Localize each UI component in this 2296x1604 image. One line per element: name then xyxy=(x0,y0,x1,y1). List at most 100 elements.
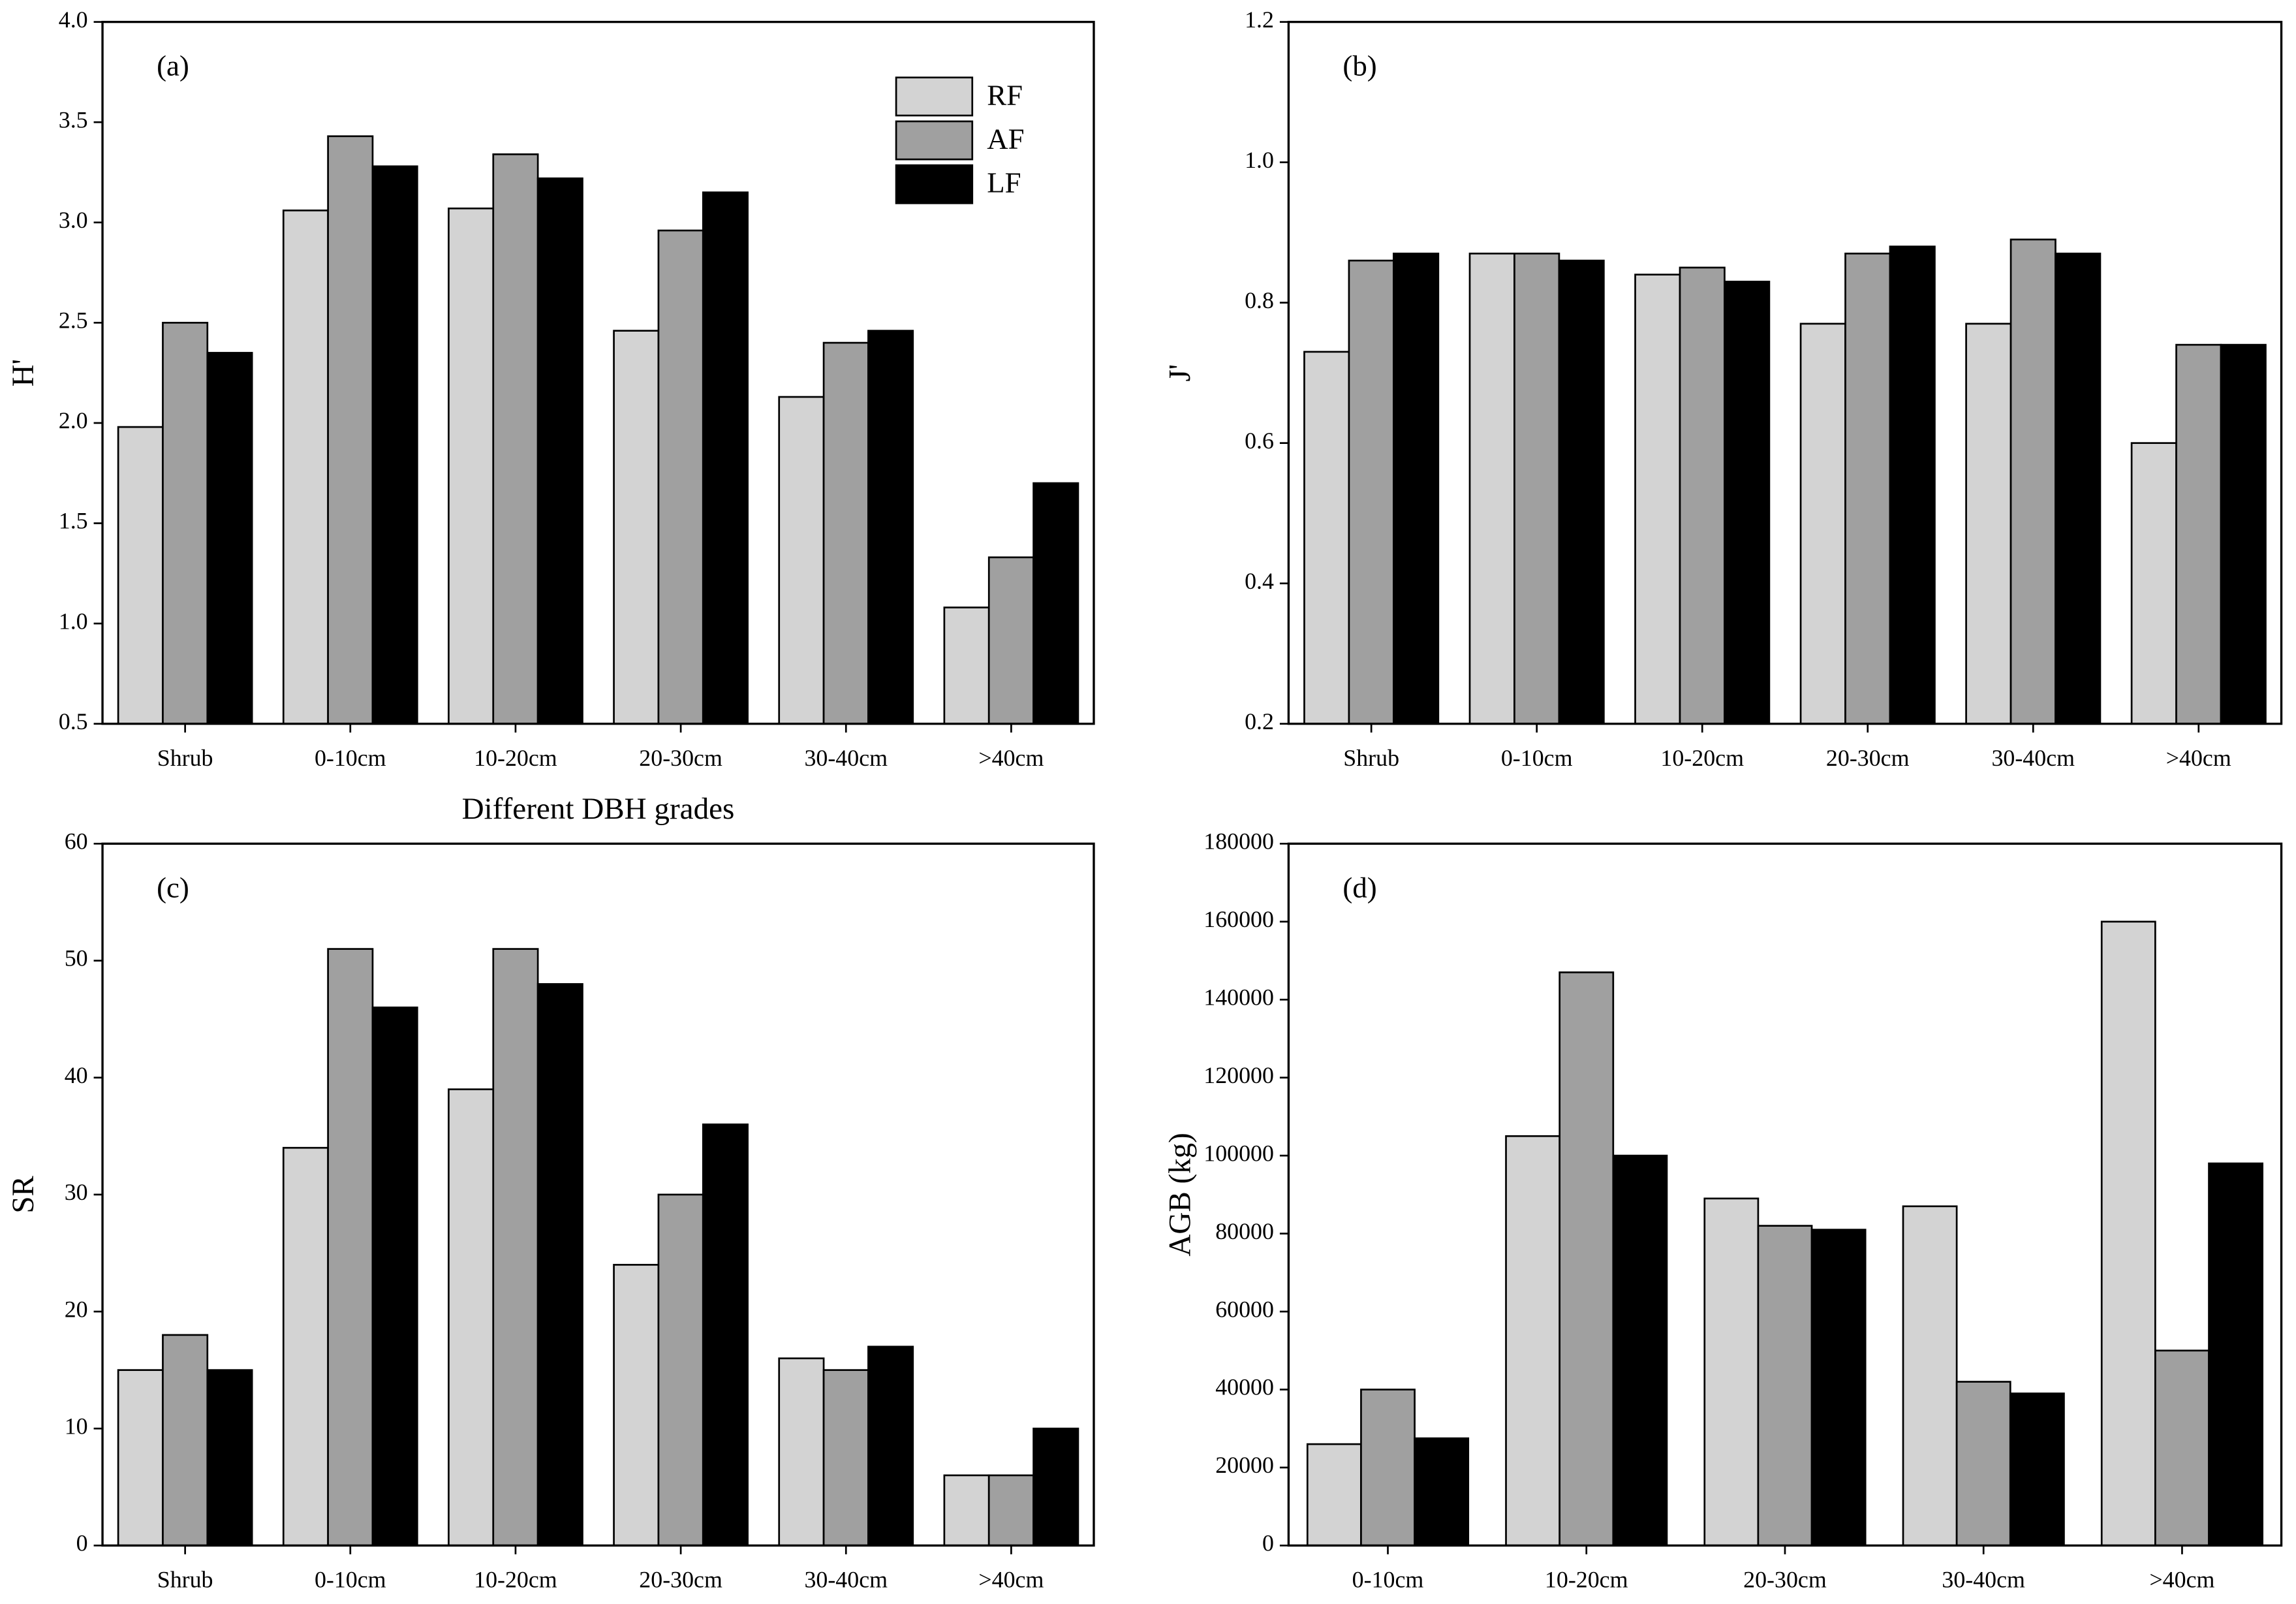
y-tick-label: 1.0 xyxy=(59,608,88,634)
x-tick-label: 30-40cm xyxy=(1991,745,2075,771)
y-tick-label: 40 xyxy=(65,1062,88,1088)
bar xyxy=(987,556,1034,725)
bar xyxy=(2154,1349,2210,1547)
bar xyxy=(1844,253,1891,725)
bar xyxy=(822,341,869,725)
x-tick-label: 10-20cm xyxy=(474,1567,557,1593)
legend-swatch xyxy=(895,76,974,117)
y-axis-label: SR xyxy=(7,1176,40,1214)
x-tick-label: >40cm xyxy=(978,1567,1044,1593)
bar xyxy=(943,606,990,725)
x-tick-label: 0-10cm xyxy=(1501,745,1573,771)
bar xyxy=(1306,1443,1362,1547)
bar xyxy=(822,1369,869,1547)
bar xyxy=(613,330,660,725)
bar xyxy=(2130,442,2177,725)
legend-swatch xyxy=(895,164,974,204)
bar xyxy=(778,396,825,725)
bar xyxy=(117,1369,164,1547)
bar xyxy=(1032,1427,1079,1547)
panel-title: (b) xyxy=(1342,50,1376,82)
bar xyxy=(2175,343,2222,725)
x-tick-label: Shrub xyxy=(157,745,213,771)
bar xyxy=(2009,1392,2065,1547)
plot-frame xyxy=(101,20,1095,725)
bar xyxy=(1348,259,1395,725)
x-tick-label: 0-10cm xyxy=(315,745,386,771)
bar xyxy=(2220,343,2267,725)
x-tick-label: Shrub xyxy=(157,1567,213,1593)
y-tick-label: 60000 xyxy=(1215,1296,1274,1322)
legend-swatch xyxy=(895,120,974,161)
bar xyxy=(1032,482,1079,725)
bar xyxy=(778,1357,825,1547)
bar xyxy=(282,1146,329,1547)
panel-title: (d) xyxy=(1342,871,1376,904)
bar xyxy=(987,1474,1034,1547)
bar xyxy=(657,1193,704,1547)
bar xyxy=(702,1124,749,1547)
bar xyxy=(943,1474,990,1547)
plot-frame xyxy=(101,842,1095,1547)
bar xyxy=(1634,274,1681,725)
bar xyxy=(371,165,418,725)
y-tick-label: 10 xyxy=(65,1413,88,1439)
bar xyxy=(1505,1135,1561,1547)
y-tick-label: 4.0 xyxy=(59,7,88,33)
bar xyxy=(1393,253,1440,725)
x-axis-label: Different DBH grades xyxy=(462,792,735,826)
y-tick-label: 120000 xyxy=(1203,1062,1274,1088)
x-tick-label: 20-30cm xyxy=(1826,745,1910,771)
y-tick-label: 60 xyxy=(65,828,88,855)
y-tick-label: 80000 xyxy=(1215,1218,1274,1244)
y-tick-label: 2.0 xyxy=(59,407,88,433)
bar xyxy=(2208,1162,2264,1547)
x-tick-label: 0-10cm xyxy=(315,1567,386,1593)
x-tick-label: 20-30cm xyxy=(639,745,722,771)
y-tick-label: 0.6 xyxy=(1245,428,1274,454)
x-tick-label: 30-40cm xyxy=(1942,1567,2025,1593)
x-tick-label: >40cm xyxy=(2149,1567,2214,1593)
bar xyxy=(1679,266,1726,725)
x-tick-label: 30-40cm xyxy=(804,745,888,771)
bar xyxy=(867,330,914,725)
y-tick-label: 0 xyxy=(1262,1530,1274,1556)
bar xyxy=(1703,1197,1760,1547)
y-tick-label: 20 xyxy=(65,1296,88,1322)
bar xyxy=(1955,1381,2011,1547)
bar xyxy=(1724,281,1771,725)
y-tick-label: 180000 xyxy=(1203,828,1274,855)
bar xyxy=(327,948,374,1547)
bar xyxy=(1965,322,2012,725)
x-tick-label: 20-30cm xyxy=(1743,1567,1827,1593)
bar xyxy=(1799,322,1846,725)
bar xyxy=(536,983,583,1547)
y-tick-label: 1.5 xyxy=(59,508,88,534)
bar xyxy=(613,1264,660,1547)
bar xyxy=(1414,1437,1470,1547)
x-tick-label: 10-20cm xyxy=(1660,745,1744,771)
x-tick-label: >40cm xyxy=(978,745,1044,771)
y-tick-label: 40000 xyxy=(1215,1374,1274,1400)
y-tick-label: 100000 xyxy=(1203,1140,1274,1166)
y-tick-label: 2.5 xyxy=(59,307,88,334)
y-tick-label: 0.5 xyxy=(59,708,88,734)
x-tick-label: >40cm xyxy=(2166,745,2231,771)
bar xyxy=(1559,971,1615,1547)
bar xyxy=(206,352,253,725)
bar xyxy=(1468,253,1515,725)
bar xyxy=(2009,238,2056,725)
bar xyxy=(1558,259,1605,725)
bar xyxy=(2100,920,2156,1547)
x-tick-label: 10-20cm xyxy=(474,745,557,771)
bar xyxy=(448,207,495,725)
y-tick-label: 30 xyxy=(65,1179,88,1205)
bar xyxy=(448,1088,495,1547)
bar xyxy=(1612,1154,1668,1547)
bar xyxy=(327,135,374,725)
bar xyxy=(1360,1389,1416,1547)
panel-title: (a) xyxy=(157,50,189,82)
y-tick-label: 0.4 xyxy=(1245,568,1274,594)
y-tick-label: 1.0 xyxy=(1245,147,1274,173)
